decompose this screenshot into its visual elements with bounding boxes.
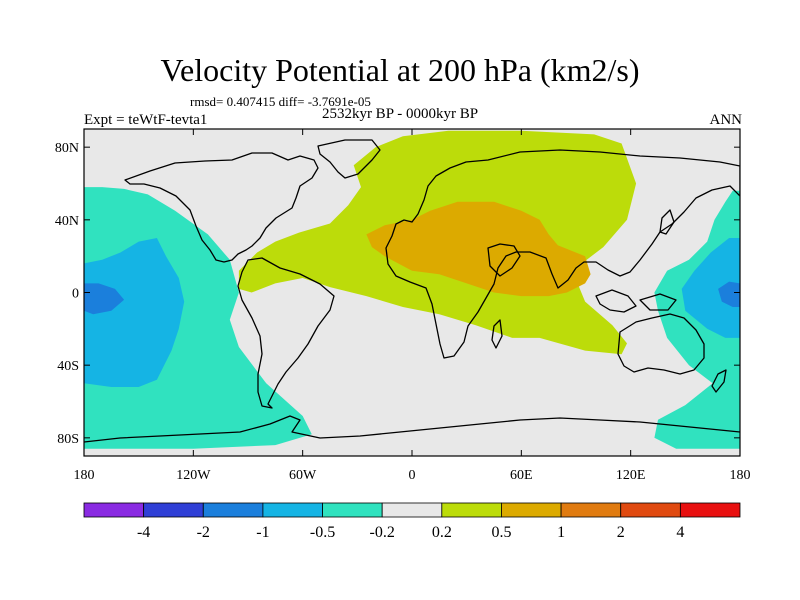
contour-fill-layer — [84, 130, 740, 449]
colorbar-label-5: 0.2 — [432, 524, 452, 541]
x-tick-label-0: 180 — [74, 468, 95, 483]
colorbar-swatch-1 — [143, 502, 204, 518]
colorbar-swatch-7 — [501, 502, 562, 518]
colorbar-swatch-5 — [381, 502, 443, 518]
chart-title: Velocity Potential at 200 hPa (km2/s) — [160, 52, 640, 88]
contour-region-7 — [718, 281, 740, 307]
colorbar-label-1: -2 — [197, 524, 210, 541]
colorbar-label-7: 1 — [557, 524, 565, 541]
y-tick-label-2: 0 — [72, 287, 79, 302]
y-tick-label-0: 80N — [55, 141, 79, 156]
y-axis: 80N 40N 0 40S 80S — [55, 141, 740, 447]
colorbar: -4 -2 -1 -0.5 -0.2 0.2 0.5 1 2 4 — [83, 502, 741, 541]
x-tick-label-1: 120W — [176, 468, 211, 483]
coastline-australia — [617, 313, 705, 375]
coastline-new-zealand — [711, 369, 727, 393]
colorbar-label-6: 0.5 — [491, 524, 511, 541]
x-tick-label-5: 120E — [616, 468, 646, 483]
x-tick-label-3: 0 — [409, 468, 416, 483]
contour-region-1 — [366, 201, 591, 297]
coastline-eurasia-africa — [385, 149, 740, 359]
colorbar-swatch-0 — [83, 502, 145, 518]
colorbar-swatch-8 — [560, 502, 622, 518]
coastline-japan — [659, 209, 675, 235]
x-axis: 180 120W 60W 0 60E 120E 180 — [74, 129, 751, 483]
coastline-arabia — [487, 243, 521, 277]
coastline-layer — [84, 139, 740, 443]
period-label: 2532kyr BP - 0000kyr BP — [321, 106, 479, 122]
colorbar-label-3: -0.5 — [310, 524, 335, 541]
coastline-north-america — [124, 152, 319, 263]
x-tick-label-6: 180 — [730, 468, 751, 483]
colorbar-label-4: -0.2 — [370, 524, 395, 541]
contour-region-6 — [681, 238, 740, 338]
coastline-madagascar — [491, 319, 503, 349]
y-tick-label-4: 80S — [57, 432, 79, 447]
coastline-south-america — [237, 257, 335, 409]
experiment-label: Expt = teWtF-tevta1 — [84, 112, 208, 128]
colorbar-swatch-2 — [202, 502, 264, 518]
colorbar-label-9: 4 — [676, 524, 684, 541]
colorbar-label-8: 2 — [617, 524, 625, 541]
season-label: ANN — [709, 112, 743, 128]
contour-region-4 — [84, 283, 125, 315]
y-tick-label-1: 40N — [55, 214, 79, 229]
colorbar-label-2: -1 — [256, 524, 269, 541]
stats-line: rmsd= 0.407415 diff= -3.7691e-05 — [190, 94, 371, 109]
colorbar-swatch-10 — [679, 502, 741, 518]
x-tick-label-2: 60W — [289, 468, 317, 483]
colorbar-swatch-3 — [262, 502, 323, 518]
colorbar-swatch-4 — [322, 502, 383, 518]
coastline-greenland — [317, 139, 381, 179]
coastline-antarctica — [84, 415, 740, 443]
coastline-maritime-continent — [595, 289, 677, 313]
x-tick-label-4: 60E — [510, 468, 533, 483]
colorbar-swatch-9 — [620, 502, 681, 518]
colorbar-label-0: -4 — [137, 524, 150, 541]
contour-region-3 — [84, 238, 185, 387]
y-tick-label-3: 40S — [57, 359, 79, 374]
colorbar-swatch-6 — [441, 502, 502, 518]
